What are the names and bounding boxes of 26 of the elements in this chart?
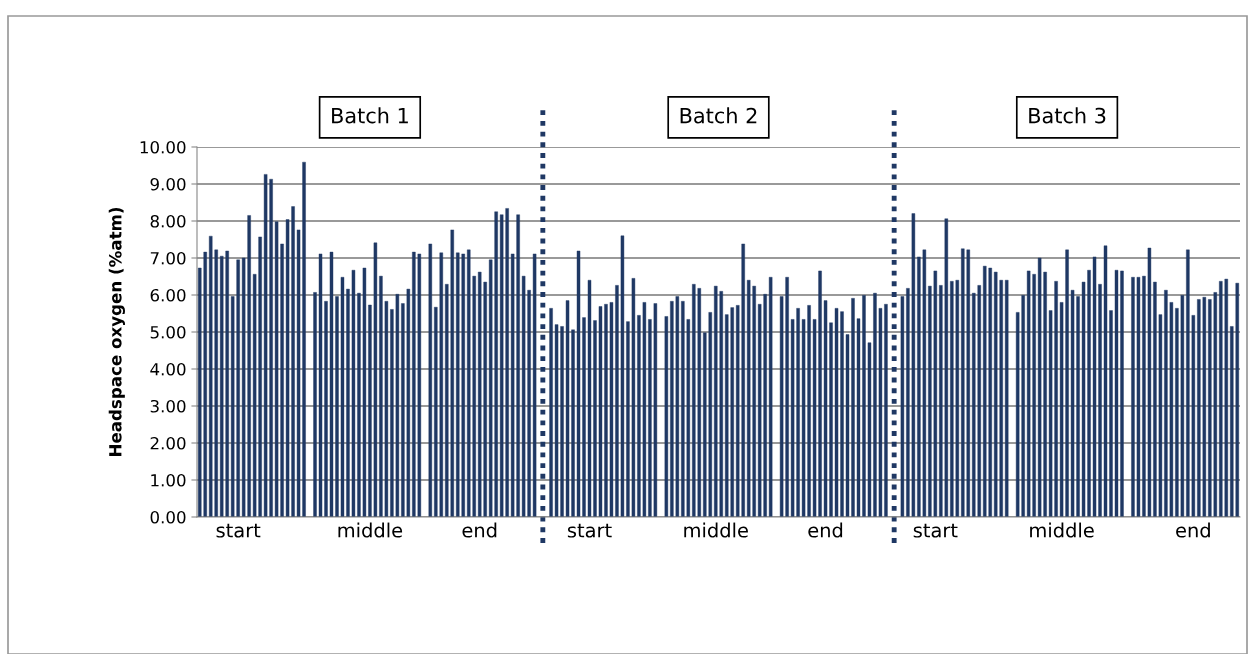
y-tick-label: 9.00 — [150, 177, 186, 191]
y-axis-title: Headspace oxygen (%atm) — [108, 207, 125, 456]
y-tick-label: 3.00 — [150, 399, 186, 413]
bar — [1004, 279, 1009, 517]
bar — [428, 243, 433, 517]
x-tick-label: middle — [684, 522, 748, 538]
x-tick-label: middle — [1030, 522, 1094, 538]
y-tick-label: 4.00 — [150, 362, 186, 376]
y-tick-label: 1.00 — [151, 473, 186, 487]
x-tick-label: start — [567, 523, 612, 538]
y-tick-label: 0.00 — [150, 510, 186, 524]
y-tick-label: 5.00 — [150, 325, 186, 339]
y-tick-label: 2.00 — [150, 436, 186, 450]
x-tick-label: end — [462, 522, 497, 538]
text: Batch 3 — [1029, 107, 1106, 124]
x-tick-label: start — [913, 523, 958, 538]
y-tick-label: 8.00 — [150, 214, 186, 228]
text: Batch 2 — [680, 107, 757, 124]
y-tick-label: 6.00 — [150, 288, 186, 302]
y-tick-label: 7.00 — [150, 251, 186, 265]
x-tick-label: end — [1176, 522, 1210, 538]
x-tick-label: start — [216, 523, 261, 538]
y-tick-label: 10.00 — [140, 140, 186, 154]
x-tick-label: middle — [338, 522, 403, 538]
x-tick-label: end — [808, 522, 843, 538]
text: Batch 1 — [332, 107, 408, 124]
